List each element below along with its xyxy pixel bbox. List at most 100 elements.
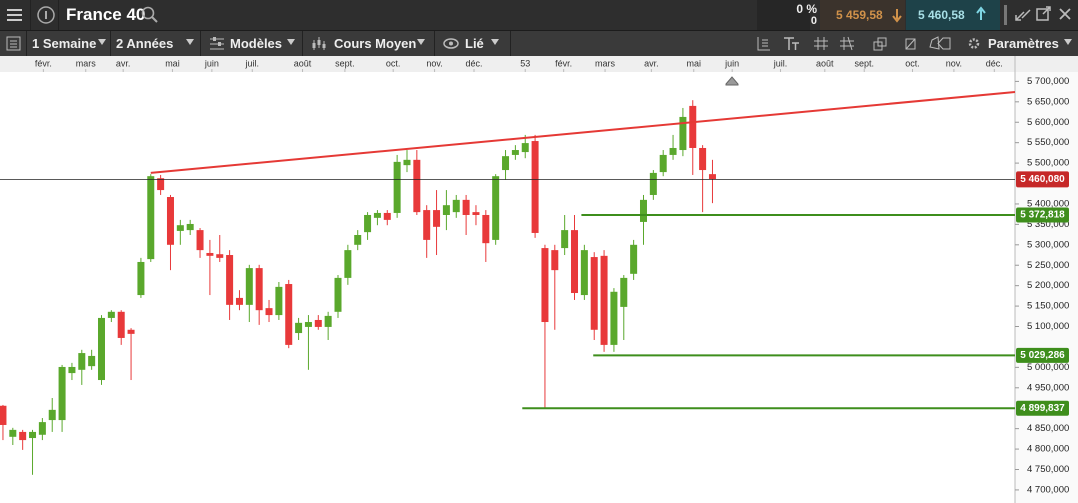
y-tick-label: 5 150,000 (1027, 301, 1069, 312)
candle-body (19, 431, 27, 441)
level-tag (1016, 347, 1069, 363)
instrument-name: France 40 (66, 5, 146, 24)
range-select[interactable]: 2 Années (116, 36, 174, 51)
candle-body (176, 225, 184, 231)
candle-body (689, 105, 697, 148)
x-tick-label: déc. (986, 58, 1003, 68)
y-tick-label: 4 950,000 (1027, 382, 1069, 393)
y-tick-label: 5 500,000 (1027, 158, 1069, 169)
x-tick-label: juil. (245, 58, 260, 68)
y-tick-label: 4 700,000 (1027, 484, 1069, 495)
x-tick-label: sept. (335, 58, 355, 68)
candle-body (304, 322, 312, 327)
candle-body (58, 366, 66, 421)
candle-body (314, 319, 322, 327)
candle-body (206, 252, 214, 256)
search-button[interactable] (140, 5, 160, 25)
price-type-select[interactable]: Cours Moyen (334, 36, 417, 51)
list-button[interactable] (2, 31, 26, 56)
time-axis-strip (0, 56, 1078, 72)
x-tick-label: mars (595, 58, 615, 68)
x-tick-label: 53 (520, 58, 530, 68)
x-tick-label: févr. (35, 58, 52, 68)
link-select[interactable]: Lié (465, 36, 484, 51)
period-select[interactable]: 1 Semaine (32, 36, 97, 51)
chart-toolbar: 1 Semaine 2 Années Modèles Cours Moyen L… (0, 31, 1078, 56)
x-tick-label: mars (76, 58, 96, 68)
x-tick-label: mai (686, 58, 701, 68)
templates-select[interactable]: Modèles (230, 36, 283, 51)
y-tick-label: 5 100,000 (1027, 321, 1069, 332)
candle-body (393, 161, 401, 213)
level-label: 5 372,818 (1020, 210, 1065, 221)
x-tick-label: nov. (426, 58, 442, 68)
y-tick-label: 5 200,000 (1027, 280, 1069, 291)
candle-body (571, 230, 579, 294)
change-percent: 0 % (796, 2, 817, 16)
candle-body (492, 176, 500, 240)
candle-body (502, 156, 510, 171)
x-tick-label: août (816, 58, 834, 68)
y-tick-label: 4 850,000 (1027, 423, 1069, 434)
buy-button[interactable]: 5 460,58 (906, 0, 1000, 30)
level-label: 4 899,837 (1020, 403, 1065, 414)
candle-body (147, 176, 155, 260)
candle-body (68, 366, 76, 374)
candle-body (383, 212, 391, 220)
sell-price: 5 459,58 (836, 8, 883, 22)
candle-body (649, 172, 657, 195)
settings-button[interactable]: Paramètres (988, 36, 1059, 51)
last-price-label: 5 460,080 (1020, 174, 1065, 185)
info-icon[interactable] (35, 4, 57, 26)
level-tag (1016, 207, 1069, 223)
x-tick-label: avr. (644, 58, 659, 68)
candle-body (561, 230, 569, 249)
y-tick-label: 5 300,000 (1027, 239, 1069, 250)
candle-body (78, 353, 86, 370)
candle-body (38, 422, 46, 435)
change-box: 0 % 0 (757, 0, 817, 30)
candle-body (255, 268, 263, 311)
y-tick-label: 5 000,000 (1027, 362, 1069, 373)
candle-body (166, 197, 174, 245)
top-bar: France 40 0 % 0 5 459,58 5 460,58 (0, 0, 1078, 31)
x-tick-label: août (294, 58, 312, 68)
x-tick-label: avr. (116, 58, 131, 68)
candle-body (364, 214, 372, 233)
candle-body (29, 431, 37, 439)
candle-body (452, 199, 460, 213)
candle-body (551, 250, 559, 271)
x-tick-label: déc. (465, 58, 482, 68)
candle-body (639, 199, 647, 222)
candle-body (354, 235, 362, 245)
x-tick-label: nov. (946, 58, 962, 68)
candle-body (600, 255, 608, 345)
candle-body (265, 308, 273, 316)
candle-body (531, 141, 539, 233)
candle-body (442, 205, 450, 215)
menu-button[interactable] (0, 0, 30, 30)
current-period-marker (725, 76, 739, 86)
candle-body (196, 230, 204, 251)
y-tick-label: 5 250,000 (1027, 260, 1069, 271)
drawing-tools[interactable] (750, 31, 960, 56)
candle-body (433, 210, 441, 227)
candle-body (580, 250, 588, 296)
level-label: 5 029,286 (1020, 350, 1065, 361)
level-tag (1016, 400, 1069, 416)
candle-body (324, 315, 332, 327)
candle-body (403, 159, 411, 166)
window-controls[interactable] (1000, 0, 1078, 30)
trend-line (150, 91, 1016, 174)
candle-body (472, 212, 480, 215)
candle-body (423, 210, 431, 240)
candle-body (659, 154, 667, 173)
candle-body (699, 147, 707, 171)
candle-body (186, 223, 194, 231)
y-tick-label: 5 400,000 (1027, 198, 1069, 209)
candle-body (521, 143, 529, 153)
sell-button[interactable]: 5 459,58 (820, 0, 905, 30)
x-tick-label: juil. (773, 58, 788, 68)
candle-body (413, 159, 421, 213)
